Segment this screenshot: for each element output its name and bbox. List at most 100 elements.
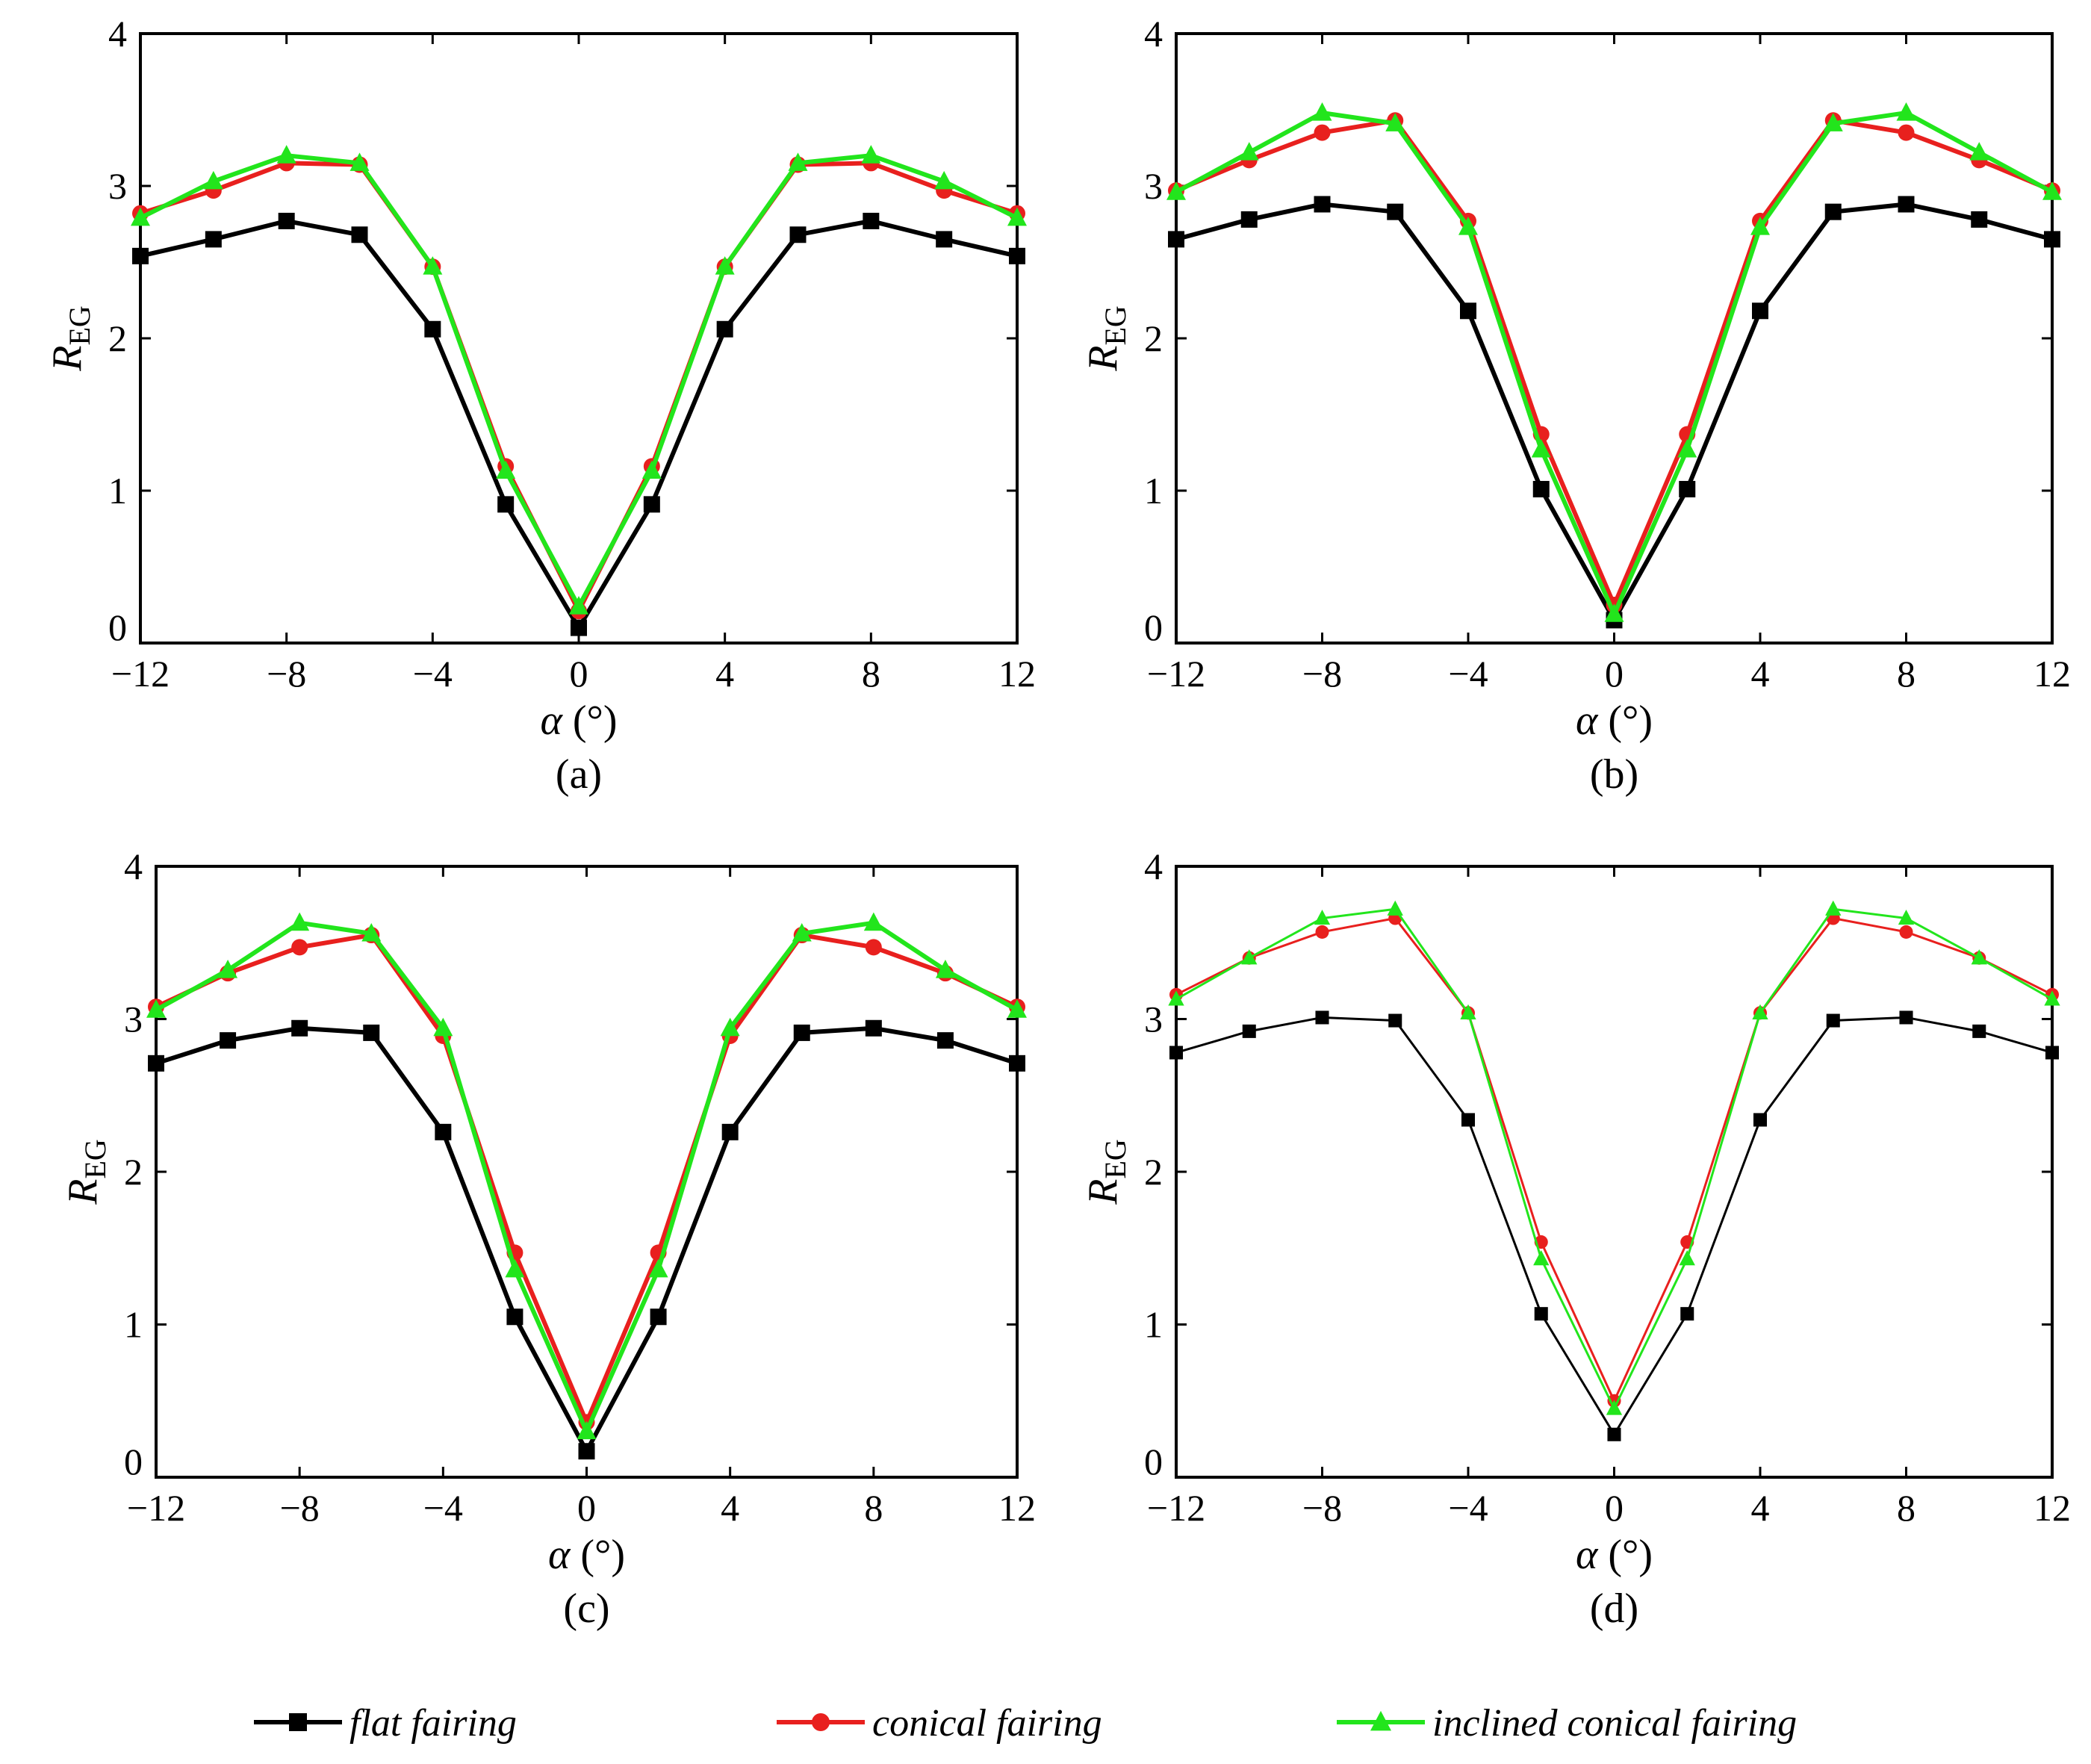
x-tick-label: −8 [1302,653,1342,695]
data-point-inclined-conical-fairing [1677,438,1697,458]
data-point-flat-fairing [1461,1113,1476,1127]
legend-item-inclined-conical-fairing: inclined conical fairing [1337,1702,1797,1745]
legend-item-conical-fairing: conical fairing [777,1702,1102,1745]
legend-item-flat-fairing: flat fairing [254,1702,517,1745]
series-inclined-conical-fairing [1166,102,2062,622]
y-tick-label: 1 [1144,1304,1163,1346]
data-point-flat-fairing [721,1123,739,1140]
data-point-inclined-conical-fairing [1007,207,1027,226]
y-tick-label: 3 [1144,165,1163,207]
x-tick-label: 4 [715,653,734,695]
data-point-flat-fairing [716,320,733,338]
data-point-inclined-conical-fairing [218,960,238,978]
data-point-flat-fairing [497,496,515,513]
data-point-flat-fairing [351,226,368,243]
data-point-flat-fairing [363,1024,380,1041]
data-point-conical-fairing [1315,925,1329,939]
data-point-flat-fairing [220,1032,237,1049]
x-axis-label: α (°) [548,1532,625,1578]
data-point-inclined-conical-fairing [146,999,166,1018]
x-tick-label: 0 [1605,653,1624,695]
data-point-inclined-conical-fairing [1533,1250,1550,1266]
data-point-flat-fairing [578,1443,595,1460]
x-tick-label: −4 [1448,1487,1488,1529]
series-flat-fairing [1169,1010,2060,1441]
panel-label: (a) [556,751,602,798]
data-point-inclined-conical-fairing [361,922,382,942]
series-inclined-conical-fairing [1168,900,2060,1415]
data-point-inclined-conical-fairing [1460,1004,1476,1019]
series-conical-fairing [1169,911,2060,1408]
series-line-flat-fairing [155,1025,1018,1454]
data-point-conical-fairing [865,939,882,956]
y-tick-label: 4 [124,845,143,887]
data-point-inclined-conical-fairing [569,596,588,615]
y-tick-label: 2 [1144,317,1163,359]
data-point-flat-fairing [1679,480,1696,497]
data-point-inclined-conical-fairing [1387,900,1403,916]
y-tick-label: 0 [124,1441,143,1482]
y-tick-label: 1 [108,470,127,512]
data-point-inclined-conical-fairing [1385,113,1405,131]
data-point-inclined-conical-fairing [1531,438,1551,458]
y-tick-label: 2 [108,317,127,359]
series-line-conical-fairing [155,933,1019,1425]
x-tick-label: −12 [1147,653,1205,695]
data-point-inclined-conical-fairing [935,960,955,978]
data-point-inclined-conical-fairing [1896,102,1916,121]
x-tick-label: 12 [2033,1487,2071,1529]
data-point-flat-fairing [1240,211,1258,228]
legend-marker-circle [812,1713,830,1731]
data-point-flat-fairing [1824,203,1842,220]
data-point-inclined-conical-fairing [934,170,954,190]
legend-marker-square [289,1713,307,1731]
y-tick-label: 2 [124,1151,143,1193]
series-flat-fairing [148,1019,1025,1460]
y-tick-label: 3 [108,165,127,207]
data-point-inclined-conical-fairing [131,207,150,226]
data-point-flat-fairing [936,231,953,248]
y-tick-label: 1 [124,1304,143,1346]
legend-marker-triangle [1370,1710,1391,1731]
data-point-inclined-conical-fairing [715,256,735,275]
series-inclined-conical-fairing [131,145,1027,615]
data-point-inclined-conical-fairing [1458,217,1478,235]
x-tick-label: 12 [2033,653,2071,695]
data-point-flat-fairing [1753,1113,1768,1127]
x-tick-label: 0 [577,1487,596,1529]
series-line-inclined-conical-fairing [1175,907,2053,1410]
series-flat-fairing [132,212,1025,636]
y-tick-label: 1 [1144,470,1163,512]
data-point-flat-fairing [424,320,441,338]
data-point-conical-fairing [1314,124,1331,141]
legend-label: flat fairing [349,1702,517,1745]
x-tick-label: 4 [1751,1487,1770,1529]
data-point-inclined-conical-fairing [290,912,310,931]
data-point-flat-fairing [1388,1013,1402,1028]
data-point-inclined-conical-fairing [1752,1004,1768,1019]
data-point-conical-fairing [1899,925,1913,939]
data-point-inclined-conical-fairing [792,922,812,942]
x-axis-label: α (°) [1576,1532,1653,1578]
data-point-flat-fairing [1169,1046,1184,1060]
data-point-inclined-conical-fairing [1241,949,1258,965]
data-point-flat-fairing [506,1308,523,1326]
data-point-inclined-conical-fairing [1168,990,1184,1006]
data-point-inclined-conical-fairing [1239,142,1259,161]
data-point-inclined-conical-fairing [720,1017,740,1037]
data-point-inclined-conical-fairing [276,145,296,164]
y-tick-label: 2 [1144,1151,1163,1193]
panel-label: (b) [1590,751,1638,798]
y-tick-label: 4 [1144,13,1163,55]
series-line-flat-fairing [1175,202,2053,623]
data-point-flat-fairing [1826,1013,1840,1028]
y-tick-label: 3 [1144,999,1163,1040]
x-tick-label: 8 [862,653,880,695]
panel-label: (d) [1590,1586,1638,1632]
data-point-inclined-conical-fairing [433,1017,453,1037]
data-point-flat-fairing [571,619,587,636]
data-point-inclined-conical-fairing [1679,1250,1695,1266]
data-point-inclined-conical-fairing [1969,142,1989,161]
